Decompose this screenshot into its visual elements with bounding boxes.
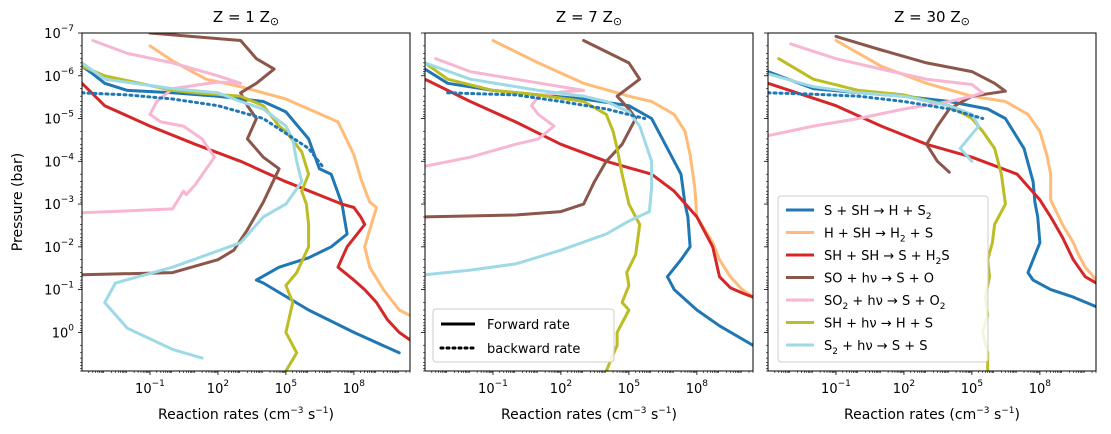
panel-2: 10−1 102 105 108 Z = 7 Z⊙ Reaction rates (cm−… [421,8,754,423]
series-line [768,91,985,120]
panel-title: Z = 1 Z⊙ [213,8,279,28]
series-line [425,77,753,299]
x-tick-label: 108 [343,379,366,397]
legend-label: SH + hν → H + S [824,317,933,332]
legend-label: S2 + hν → S + S [824,339,928,357]
series-line [82,64,311,371]
x-tick-label: 105 [275,379,297,397]
y-tick-label: 10−5 [44,110,74,128]
x-tick-label: 108 [1029,379,1052,397]
x-tick-label: 102 [550,379,572,397]
series-group [82,33,410,371]
series-line [82,61,304,360]
series-line [446,91,647,120]
legend-label: H + SH → H2 + S [824,227,933,245]
legend-label: SO2 + hν → S + O2 [824,294,945,312]
panel-title: Z = 7 Z⊙ [556,8,622,28]
series-line [425,61,642,371]
legend-label: SO + hν → S + O [824,272,934,287]
series-line [82,64,401,355]
linestyle-legend: Forward rate backward rate [432,308,615,363]
series-line [491,39,753,299]
series-line [82,81,410,342]
series-line [768,81,1096,285]
panel-1: 10−1 102 105 108 10−7 10−6 10−5 10−4 10−3 10−2 10−… [10,8,411,423]
y-axis-label: Pressure (bar) [10,153,26,251]
x-tick-label: 108 [686,379,709,397]
y-tick-label: 10−4 [44,152,74,170]
y-tick-label: 10−2 [44,238,74,256]
series-line [148,44,410,317]
series-group [425,39,753,371]
panel-3: 10−1 102 105 108 Z = 30 Z⊙ Reaction rates (cm… [764,8,1097,423]
y-tick-label: 10−1 [44,281,74,299]
legend-label: SH + SH → S + H2S [824,249,950,267]
x-tick-label: 105 [961,379,983,397]
reaction-legend: S + SH → H + S2 H + SH → H2 + S SH + SH → … [777,195,989,363]
legend-box [432,308,615,363]
series-line [425,39,642,219]
series-line [425,67,753,347]
x-axis-label: Reaction rates (cm−3 s−1) [158,406,334,423]
x-tick-label: 105 [618,379,640,397]
series-line [82,91,326,171]
series-line [834,39,1096,282]
x-tick-label: 10−1 [135,379,165,397]
series-line [834,34,1007,174]
legend-box [777,195,989,363]
series-line [82,33,281,277]
legend-label: backward rate [487,342,580,357]
panel-title: Z = 30 Z⊙ [894,8,970,28]
series-group [768,34,1096,371]
series-line [768,42,985,138]
series-line [768,72,981,163]
series-line [82,39,243,215]
series-line [425,57,586,168]
legend-label: Forward rate [487,318,570,333]
x-tick-label: 10−1 [478,379,508,397]
x-axis-label: Reaction rates (cm−3 s−1) [844,406,1020,423]
series-line [425,61,654,277]
y-tick-label: 10−7 [44,24,74,42]
x-tick-label: 102 [893,379,915,397]
y-tick-label: 10−6 [44,67,74,85]
x-axis-label: Reaction rates (cm−3 s−1) [501,406,677,423]
y-tick-label: 10−3 [44,195,74,213]
x-tick-label: 10−1 [821,379,851,397]
x-tick-label: 102 [207,379,229,397]
y-tick-label: 100 [52,323,75,341]
legend-label: S + SH → H + S2 [824,204,932,222]
